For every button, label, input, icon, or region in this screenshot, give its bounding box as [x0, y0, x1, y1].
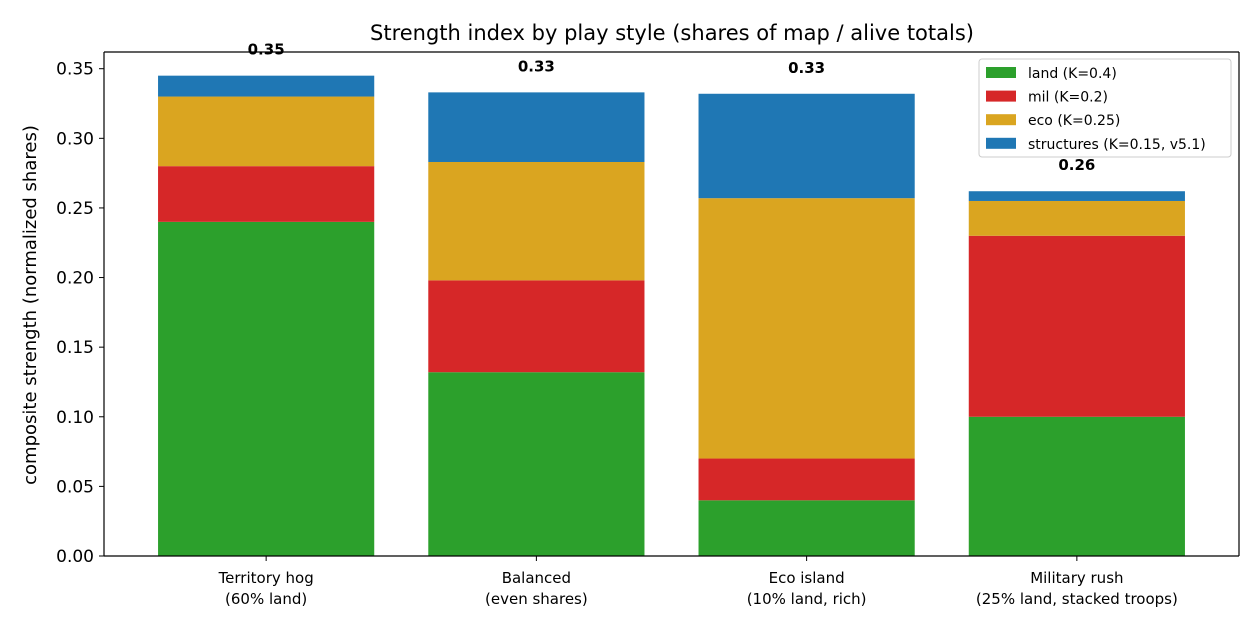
x-tick-label-4-line-2: (25% land, stacked troops) — [976, 590, 1178, 608]
legend-swatch-1 — [986, 67, 1016, 78]
total-label-2: 0.33 — [518, 57, 555, 75]
bars-group — [158, 75, 1185, 556]
bar-segment-1-1 — [158, 221, 375, 556]
bar-segment-2-2 — [428, 280, 645, 373]
legend-label-4: structures (K=0.15, v5.1) — [1028, 137, 1206, 153]
bar-segment-3-3 — [698, 198, 915, 459]
y-tick-label-3: 0.10 — [56, 408, 94, 428]
bar-segment-2-3 — [698, 458, 915, 501]
totals-group: 0.35 0.33 0.33 0.26 — [248, 41, 1096, 175]
bar-segment-4-4 — [968, 191, 1185, 201]
y-tick-label-7: 0.30 — [56, 129, 94, 149]
x-tick-label-1-line-1: Territory hog — [218, 569, 314, 587]
y-tick-label-4: 0.15 — [56, 338, 94, 358]
legend-label-3: eco (K=0.25) — [1028, 113, 1120, 129]
bar-segment-2-1 — [158, 166, 375, 222]
total-label-3: 0.33 — [788, 59, 825, 77]
x-tick-label-3-line-2: (10% land, rich) — [747, 590, 867, 608]
legend-swatch-4 — [986, 137, 1016, 149]
x-tick-label-2-line-1: Balanced — [502, 569, 571, 587]
legend-label-2: mil (K=0.2) — [1028, 90, 1108, 106]
x-tick-label-4-line-1: Military rush — [1030, 569, 1123, 587]
y-tick-label-5: 0.20 — [56, 269, 94, 289]
bar-segment-1-3 — [698, 500, 915, 556]
bar-segment-4-2 — [428, 92, 645, 162]
y-tick-label-6: 0.25 — [56, 199, 94, 219]
y-tick-label-8: 0.35 — [56, 60, 94, 80]
chart-title: Strength index by play style (shares of … — [370, 21, 974, 45]
legend: land (K=0.4) mil (K=0.2) eco (K=0.25) struc… — [978, 58, 1232, 158]
y-tick-label-1: 0.00 — [56, 547, 94, 567]
legend-box — [978, 58, 1232, 158]
legend-swatch-2 — [986, 90, 1016, 102]
y-tick-label-2: 0.05 — [56, 477, 94, 497]
bar-segment-2-4 — [968, 235, 1185, 417]
y-axis-label: composite strength (normalized shares) — [20, 125, 41, 485]
bar-segment-1-4 — [968, 416, 1185, 556]
bar-segment-3-4 — [968, 200, 1185, 236]
bar-segment-1-2 — [428, 372, 645, 556]
bar-segment-4-1 — [158, 75, 375, 97]
legend-swatch-3 — [986, 114, 1016, 126]
bar-segment-4-3 — [698, 93, 915, 199]
total-label-1: 0.35 — [248, 41, 285, 59]
x-tick-label-2-line-2: (even shares) — [485, 590, 588, 608]
axes-group: 0.00 0.05 0.10 0.15 0.20 0.25 0.30 0.35 Territor… — [56, 51, 1240, 608]
bar-segment-3-2 — [428, 161, 645, 281]
x-tick-label-1-line-2: (60% land) — [225, 590, 307, 608]
total-label-4: 0.26 — [1058, 156, 1095, 174]
legend-label-1: land (K=0.4) — [1028, 66, 1117, 82]
x-tick-label-3-line-1: Eco island — [769, 569, 845, 587]
bar-segment-3-1 — [158, 96, 375, 167]
